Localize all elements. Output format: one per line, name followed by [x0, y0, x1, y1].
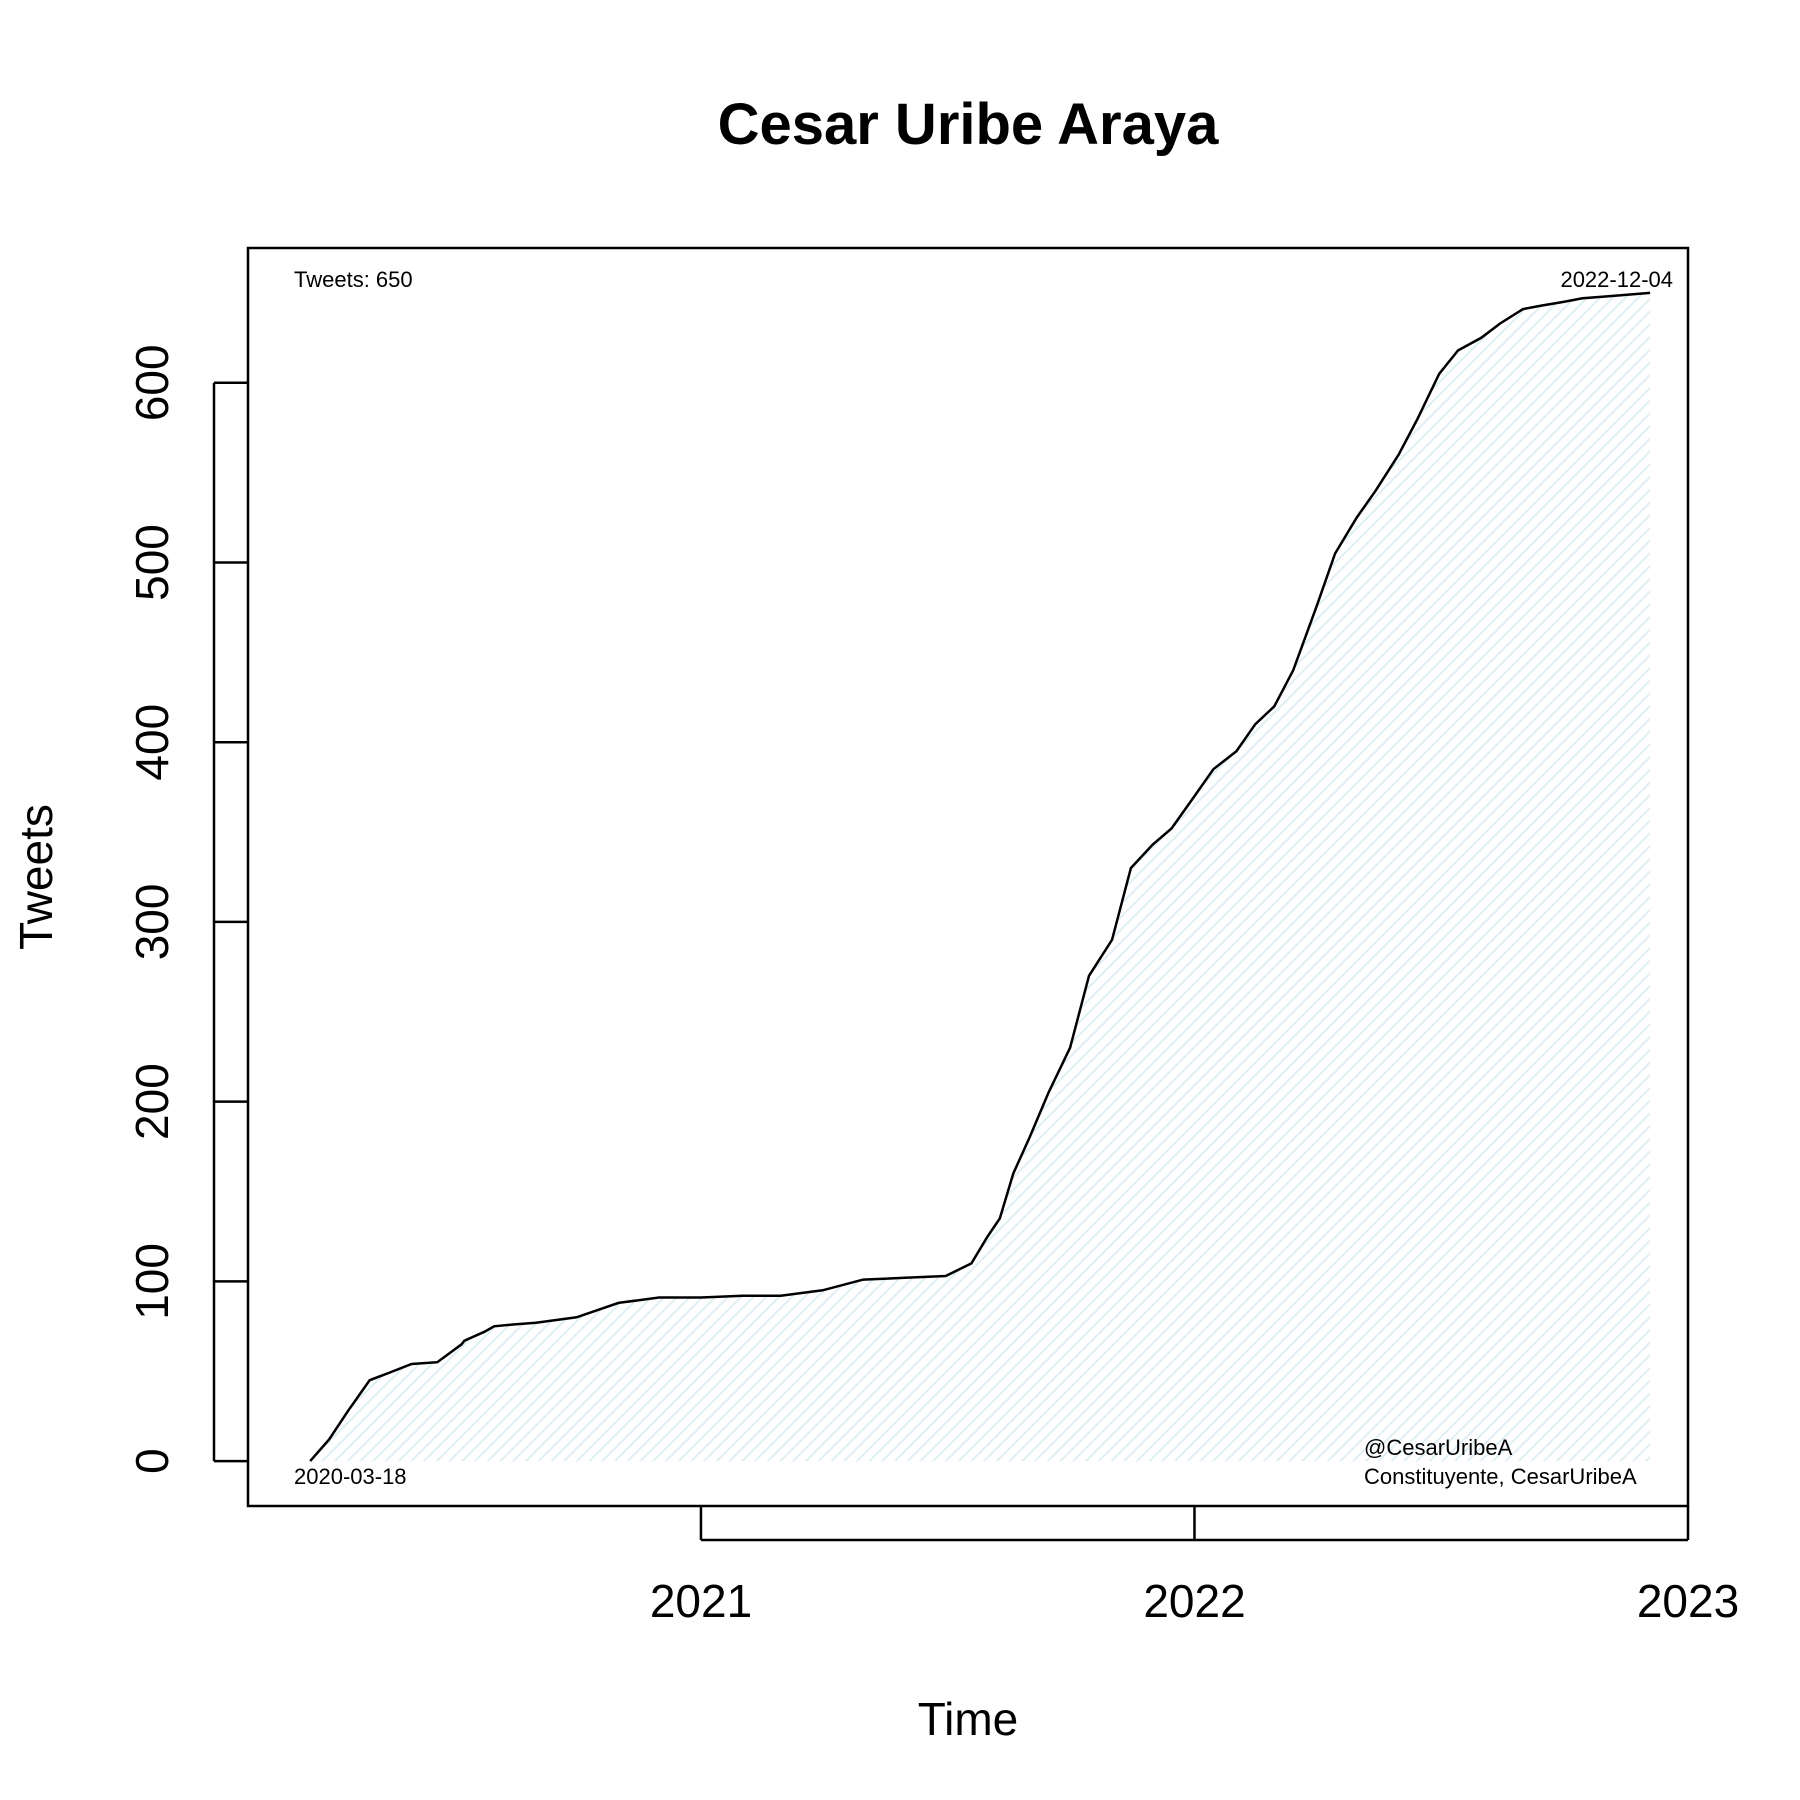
y-tick-label: 200 — [126, 1063, 178, 1140]
end-date-note: 2022-12-04 — [1560, 267, 1673, 292]
x-axis: 2021 2022 2023 — [650, 1506, 1739, 1627]
cumulative-area-fill — [310, 292, 1651, 1462]
chart-title: Cesar Uribe Araya — [718, 92, 1220, 157]
y-axis-label: Tweets — [10, 804, 62, 950]
handle-note: @CesarUribeA — [1364, 1435, 1513, 1460]
x-tick-label: 2021 — [650, 1575, 752, 1627]
source-note: Constituyente, CesarUribeA — [1364, 1464, 1637, 1489]
y-tick-label: 300 — [126, 884, 178, 961]
series-line — [309, 291, 1651, 1462]
x-tick-label: 2023 — [1637, 1575, 1739, 1627]
y-tick-label: 100 — [126, 1243, 178, 1320]
start-date-note: 2020-03-18 — [294, 1464, 407, 1489]
x-tick-label: 2022 — [1143, 1575, 1245, 1627]
y-tick-label: 0 — [126, 1448, 178, 1474]
tweet-count-note: Tweets: 650 — [294, 267, 413, 292]
y-axis: 0 100 200 300 400 500 600 — [126, 344, 248, 1474]
y-tick-label: 600 — [126, 344, 178, 421]
x-axis-label: Time — [918, 1693, 1019, 1745]
plot-area — [309, 291, 1651, 1462]
plot-frame — [246, 246, 1690, 1508]
y-tick-label: 400 — [126, 704, 178, 781]
y-tick-label: 500 — [126, 524, 178, 601]
